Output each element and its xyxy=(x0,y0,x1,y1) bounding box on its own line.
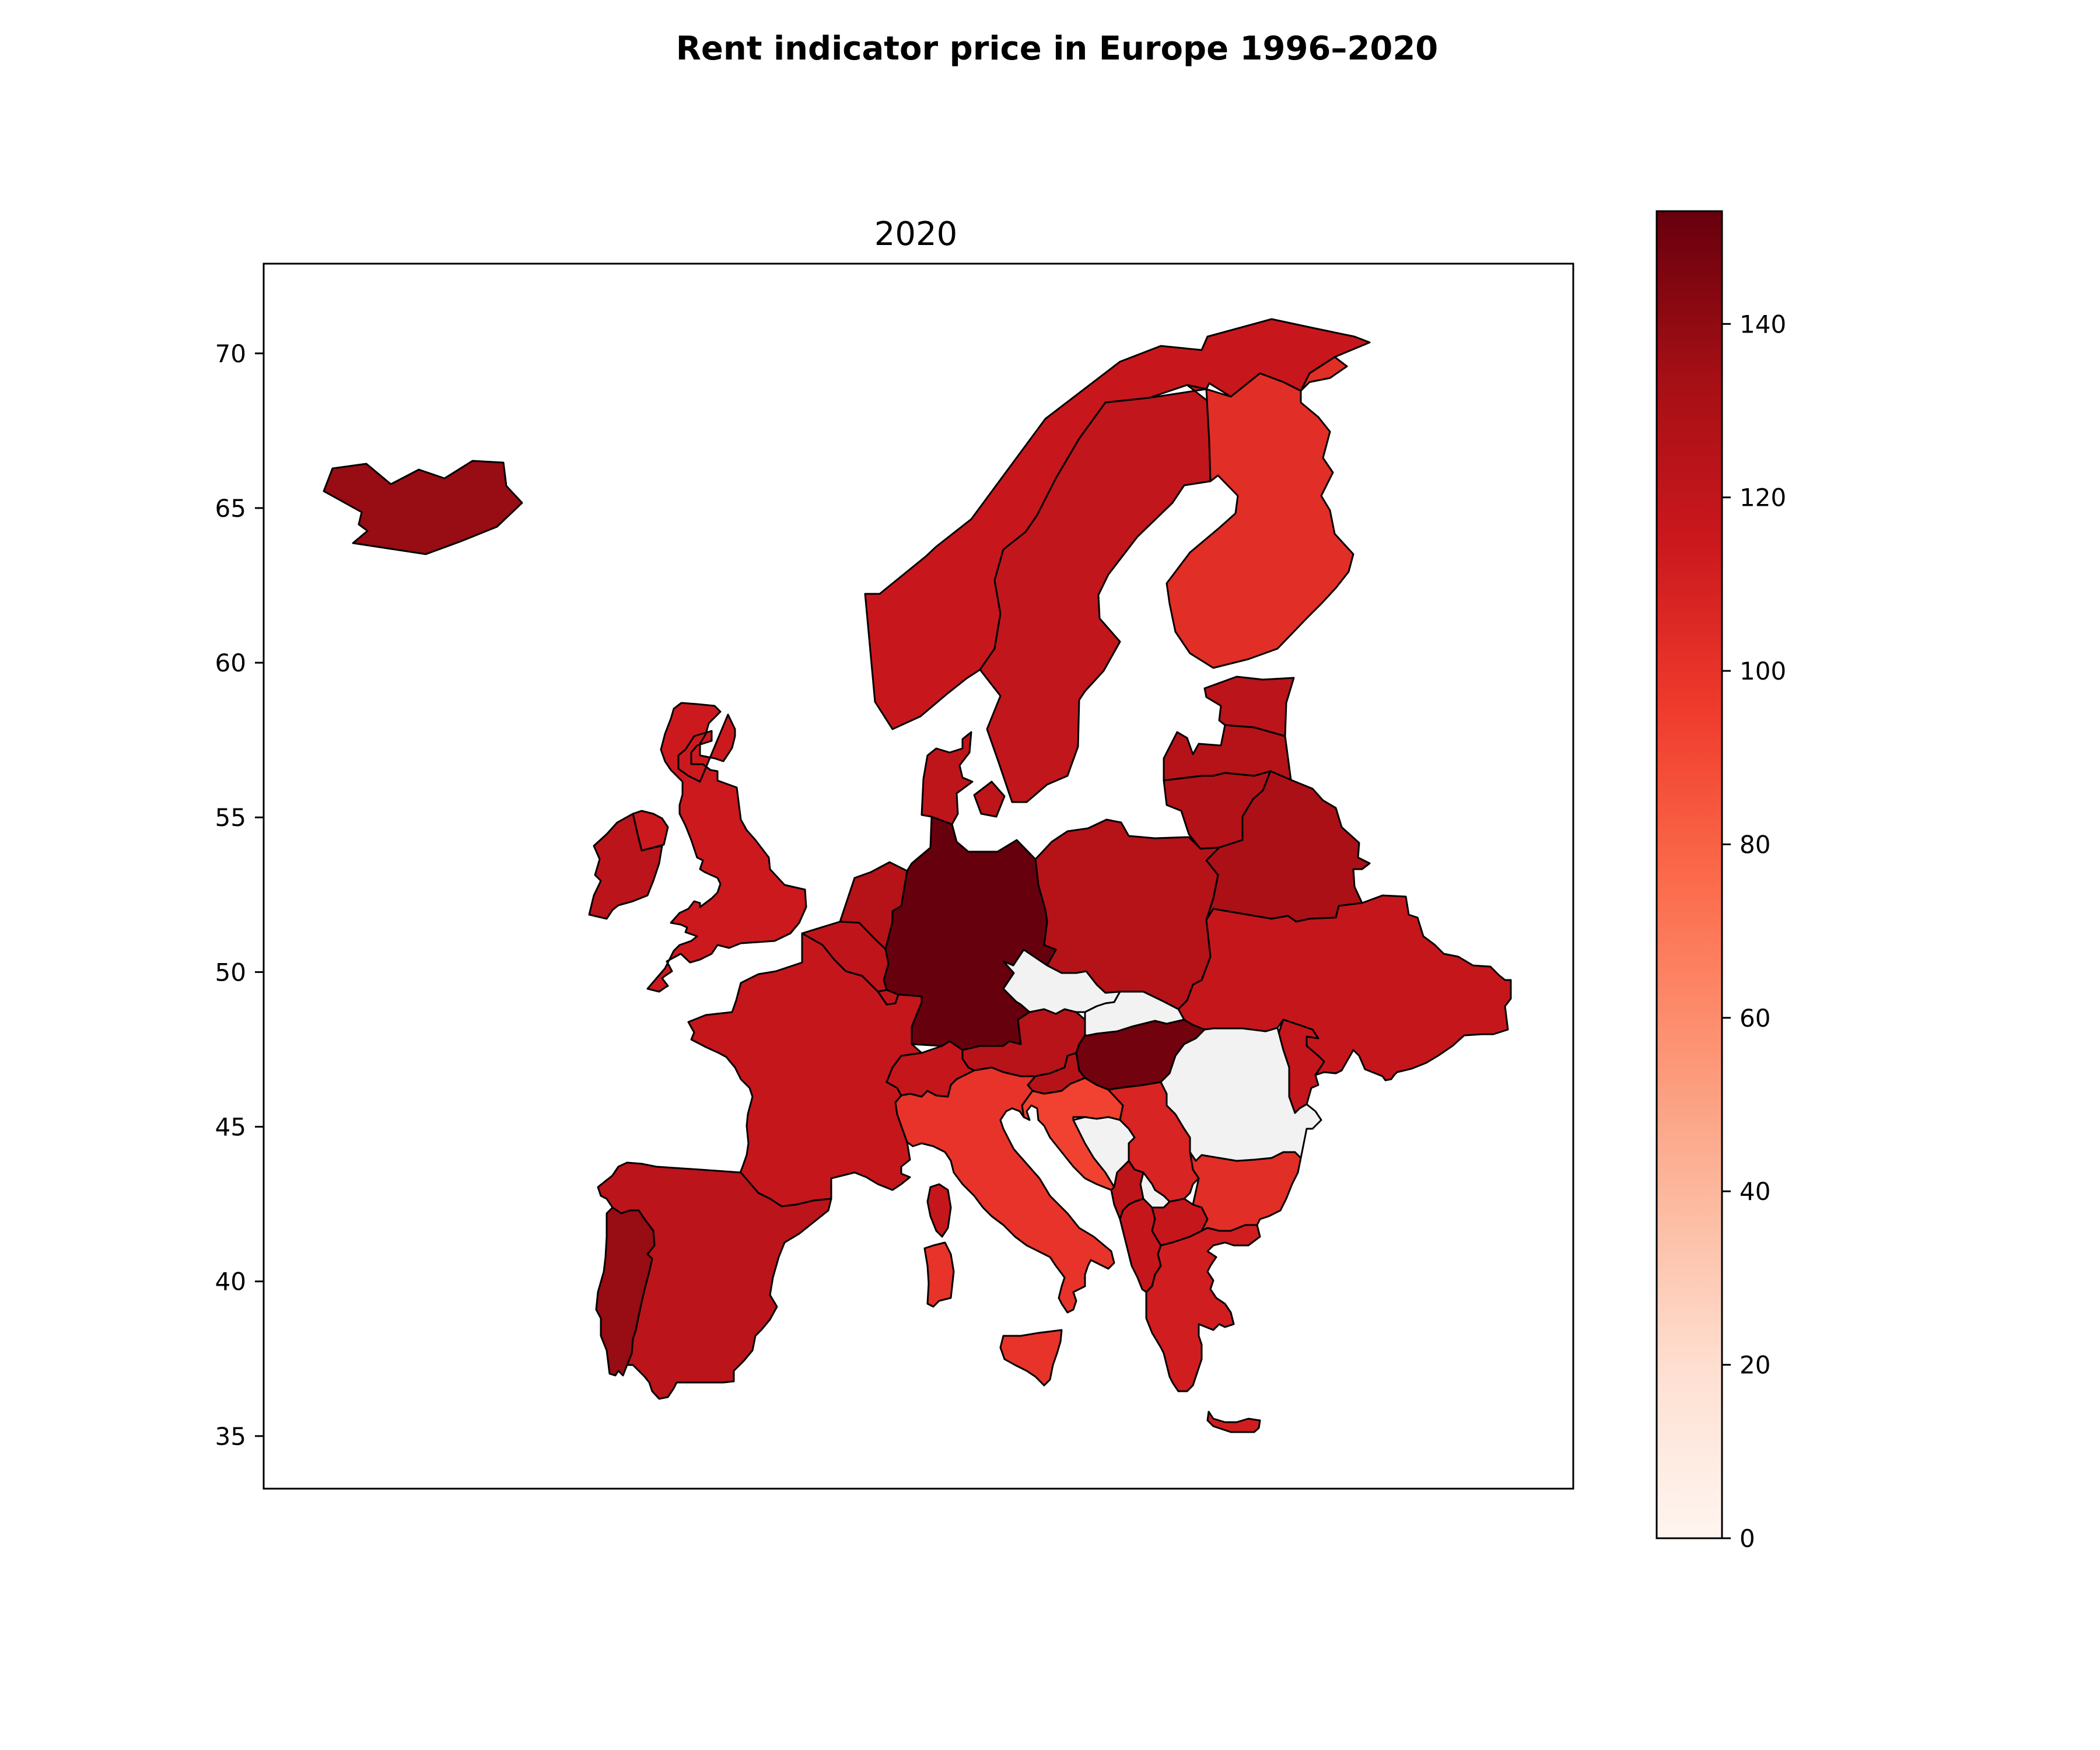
y-tick-label: 45 xyxy=(215,1113,246,1142)
colorbar-tick-label: 40 xyxy=(1740,1177,1770,1206)
bulgaria-region[interactable] xyxy=(1189,1151,1302,1232)
y-tick-label: 35 xyxy=(215,1422,246,1451)
united-kingdom-region[interactable] xyxy=(646,702,807,993)
sicily-region[interactable] xyxy=(999,1329,1063,1387)
y-tick-label: 55 xyxy=(215,803,246,832)
colorbar-tick-label: 80 xyxy=(1740,830,1770,859)
colorbar-tick-label: 120 xyxy=(1740,484,1786,512)
y-axis: 35 40 45 50 55 60 65 70 xyxy=(215,340,264,1451)
iceland-region[interactable] xyxy=(323,460,523,555)
y-tick-label: 60 xyxy=(215,649,246,677)
italy-region[interactable] xyxy=(894,1066,1115,1314)
colorbar-tick-label: 20 xyxy=(1740,1351,1770,1380)
sardinia-region[interactable] xyxy=(923,1241,955,1308)
denmark-islands-region[interactable] xyxy=(973,780,1006,818)
corsica-region[interactable] xyxy=(926,1183,952,1238)
portugal-region[interactable] xyxy=(595,1206,656,1377)
colorbar-tick-label: 100 xyxy=(1740,657,1786,685)
colorbar-tick-label: 60 xyxy=(1740,1004,1770,1032)
y-tick-label: 40 xyxy=(215,1268,246,1296)
map-subplot-title: 2020 xyxy=(874,215,958,253)
colorbar-tick-label: 140 xyxy=(1740,310,1786,338)
y-tick-label: 70 xyxy=(215,340,246,368)
map-area: 35 40 45 50 55 60 65 70 xyxy=(215,262,1574,1490)
colorbar-ticks: 0 20 40 60 80 100 120 140 xyxy=(1722,310,1786,1553)
denmark-region[interactable] xyxy=(921,731,974,825)
romania-region[interactable] xyxy=(1160,1027,1322,1162)
colorbar-tick-label: 0 xyxy=(1740,1524,1755,1553)
colorbar: 0 20 40 60 80 100 120 140 xyxy=(1656,210,1786,1553)
finland-region[interactable] xyxy=(1166,356,1354,669)
colorbar-gradient xyxy=(1656,210,1723,1539)
crete-region[interactable] xyxy=(1206,1410,1261,1433)
ireland-region[interactable] xyxy=(588,813,663,920)
y-tick-label: 65 xyxy=(215,494,246,523)
map-frame xyxy=(262,262,1574,1490)
y-tick-label: 50 xyxy=(215,958,246,986)
figure-title: Rent indicator price in Europe 1996–2020 xyxy=(676,30,1438,68)
countries-layer xyxy=(323,318,1512,1433)
greece-region[interactable] xyxy=(1145,1224,1261,1392)
